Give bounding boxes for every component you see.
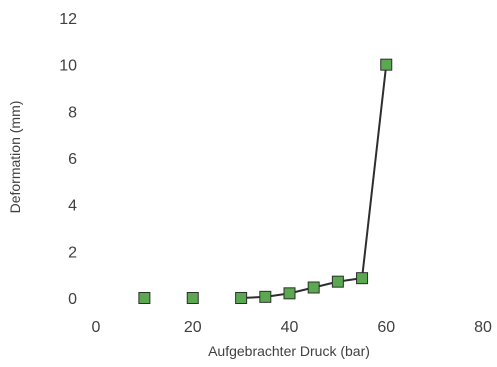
x-tick-label: 0 xyxy=(92,319,101,336)
y-tick-label: 8 xyxy=(68,104,77,121)
data-point-marker xyxy=(186,292,199,304)
data-markers xyxy=(138,58,393,304)
data-point-marker xyxy=(259,290,272,303)
x-axis-title: Aufgebrachter Druck (bar) xyxy=(208,343,370,359)
y-axis-title: Deformation (mm) xyxy=(7,101,23,214)
data-point-marker xyxy=(138,292,151,304)
x-tick-label: 40 xyxy=(281,319,299,336)
series-line xyxy=(241,64,388,299)
y-tick-label: 6 xyxy=(68,151,77,168)
y-axis-tick-labels: 0 2 4 6 8 10 12 xyxy=(59,11,77,308)
data-point-marker xyxy=(356,272,369,285)
y-tick-label: 10 xyxy=(59,58,77,75)
x-tick-label: 80 xyxy=(474,319,492,336)
data-point-marker xyxy=(380,58,393,71)
x-tick-label: 20 xyxy=(184,319,202,336)
data-point-marker xyxy=(331,275,344,288)
data-point-marker xyxy=(283,287,296,300)
data-point-marker xyxy=(307,281,320,294)
y-tick-label: 12 xyxy=(59,11,77,28)
x-tick-label: 60 xyxy=(377,319,395,336)
y-tick-label: 2 xyxy=(68,244,77,261)
y-tick-label: 4 xyxy=(68,198,77,215)
series-lines xyxy=(241,64,388,299)
data-point-marker xyxy=(235,292,248,304)
x-axis-tick-labels: 0 20 40 60 80 xyxy=(92,319,492,336)
y-tick-label: 0 xyxy=(68,291,77,308)
